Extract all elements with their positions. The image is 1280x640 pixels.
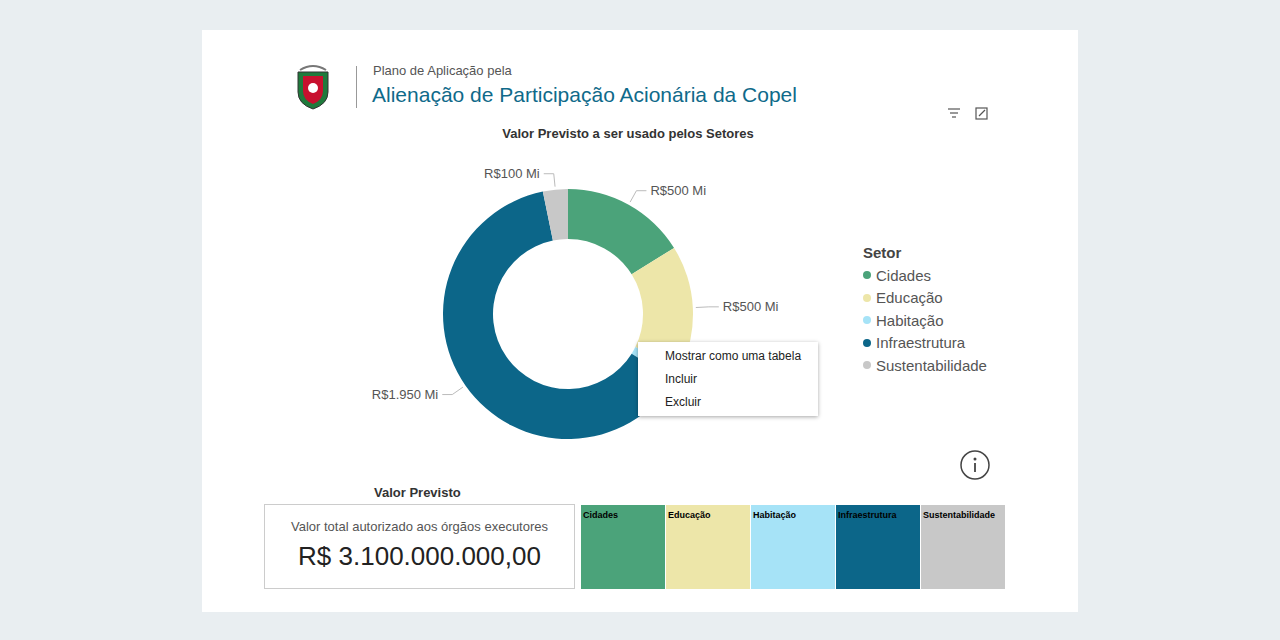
html-text:Cidades: Cidades — [583, 510, 618, 520]
html-text:Sustentabilidade: Sustentabilidade — [876, 356, 987, 374]
html-text:Incluir: Incluir — [665, 372, 697, 386]
svg-text:R$1.950 Mi: R$1.950 Mi — [372, 387, 439, 402]
html-text:Cidades: Cidades — [876, 266, 931, 284]
html-text:Valor total autorizado aos órg: Valor total autorizado aos órgãos execut… — [291, 519, 548, 534]
html-text:Educação: Educação — [876, 289, 943, 307]
html-text:Educação: Educação — [668, 510, 711, 520]
html-text:Infraestrutura: Infraestrutura — [876, 334, 966, 352]
html-text:Valor Previsto: Valor Previsto — [374, 485, 461, 500]
svg-text:R$100 Mi: R$100 Mi — [484, 166, 540, 181]
html-text:Habitação: Habitação — [876, 311, 944, 329]
html-text:Plano de Aplicação pela: Plano de Aplicação pela — [373, 63, 512, 78]
html-text:R$ 3.100.000.000,00: R$ 3.100.000.000,00 — [298, 541, 541, 571]
html-text:Excluir: Excluir — [665, 395, 701, 409]
svg-text:R$500 Mi: R$500 Mi — [650, 183, 706, 198]
svg-text:R$500 Mi: R$500 Mi — [723, 299, 779, 314]
html-text:Setor: Setor — [863, 244, 902, 261]
html-text:Infraestrutura: Infraestrutura — [838, 510, 897, 520]
html-text:Sustentabilidade: Sustentabilidade — [923, 510, 995, 520]
html-text:Alienação de Participação Acio: Alienação de Participação Acionária da C… — [372, 83, 797, 106]
html-text:Mostrar como uma tabela: Mostrar como uma tabela — [665, 349, 802, 363]
html-text:Valor Previsto a ser usado pel: Valor Previsto a ser usado pelos Setores — [502, 126, 754, 141]
html-text:Habitação: Habitação — [753, 510, 796, 520]
